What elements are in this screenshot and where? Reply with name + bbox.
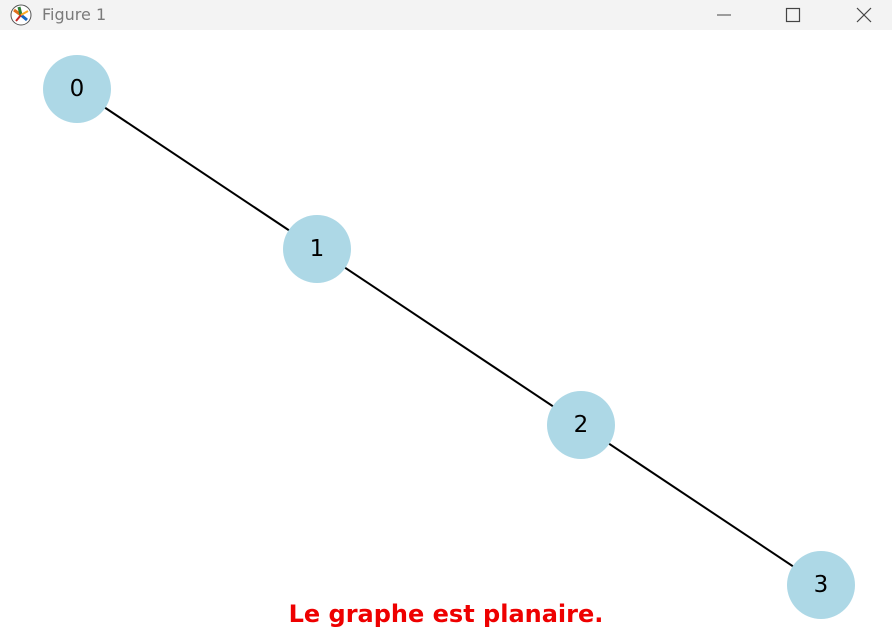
figure-canvas: 0 1 2 3 — [43, 55, 855, 619]
node-0: 0 — [43, 55, 111, 123]
node-3: 3 — [787, 551, 855, 619]
edge-1-2 — [316, 248, 582, 426]
matplotlib-icon — [10, 4, 32, 26]
edge-2-3 — [580, 424, 822, 586]
node-circle — [43, 55, 111, 123]
node-label: 2 — [574, 412, 589, 438]
maximize-button[interactable] — [770, 0, 816, 30]
minimize-button[interactable] — [701, 0, 747, 30]
node-circle — [283, 215, 351, 283]
node-circle — [787, 551, 855, 619]
close-button[interactable] — [841, 0, 887, 30]
node-label: 0 — [70, 76, 85, 102]
maximize-icon — [785, 7, 801, 23]
close-icon — [856, 7, 872, 23]
window-titlebar[interactable]: Figure 1 — [0, 0, 892, 30]
minimize-icon — [717, 14, 731, 16]
node-label: 1 — [310, 236, 325, 262]
node-circle — [547, 391, 615, 459]
node-1: 1 — [283, 215, 351, 283]
graph-edges — [76, 88, 822, 586]
edge-0-1 — [76, 88, 318, 250]
planarity-caption: Le graphe est planaire. — [288, 600, 604, 628]
graph-nodes: 0 1 2 3 — [43, 55, 855, 619]
window-title: Figure 1 — [42, 5, 107, 24]
node-label: 3 — [814, 572, 829, 598]
node-2: 2 — [547, 391, 615, 459]
